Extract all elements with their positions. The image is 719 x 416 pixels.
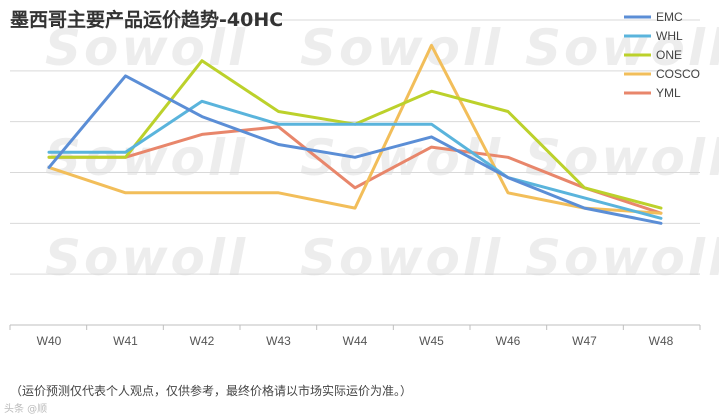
series-line-emc bbox=[47, 74, 663, 225]
legend-label-whl: WHL bbox=[656, 29, 683, 43]
corner-mark: 头条 @顺 bbox=[4, 402, 47, 415]
x-tick-label: W45 bbox=[419, 334, 444, 348]
x-tick-label: W41 bbox=[113, 334, 138, 348]
watermark-text: Sowoll bbox=[300, 229, 503, 287]
x-tick-label: W44 bbox=[343, 334, 368, 348]
x-tick-label: W46 bbox=[496, 334, 521, 348]
chart-title: 墨西哥主要产品运价趋势-40HC bbox=[10, 8, 283, 31]
legend-label-emc: EMC bbox=[656, 10, 683, 24]
legend: EMC WHL ONE COSCO YML bbox=[624, 10, 700, 100]
x-axis-ticks: W40 W41 W42 W43 W44 W45 W46 W47 W48 bbox=[37, 334, 674, 348]
watermark-text: Sowoll bbox=[525, 229, 719, 287]
gridlines bbox=[9, 19, 701, 330]
series-lines bbox=[47, 43, 663, 225]
watermark-text: Sowoll bbox=[300, 19, 503, 77]
x-tick-label: W40 bbox=[37, 334, 62, 348]
x-tick-label: W43 bbox=[266, 334, 291, 348]
footnote: （运价预测仅代表个人观点，仅供参考，最终价格请以市场实际运价为准。） bbox=[10, 383, 412, 398]
watermark-text: Sowoll bbox=[525, 19, 719, 77]
legend-label-yml: YML bbox=[656, 86, 681, 100]
x-tick-label: W48 bbox=[649, 334, 674, 348]
watermark-text: Sowoll bbox=[300, 129, 503, 187]
x-tick-label: W42 bbox=[190, 334, 215, 348]
series-line-yml bbox=[47, 125, 663, 215]
x-tick-label: W47 bbox=[572, 334, 597, 348]
watermark-text: Sowoll bbox=[45, 229, 248, 287]
legend-label-one: ONE bbox=[656, 48, 682, 62]
legend-label-cosco: COSCO bbox=[656, 67, 700, 81]
series-line-cosco bbox=[47, 43, 663, 215]
series-line-whl bbox=[47, 99, 663, 220]
